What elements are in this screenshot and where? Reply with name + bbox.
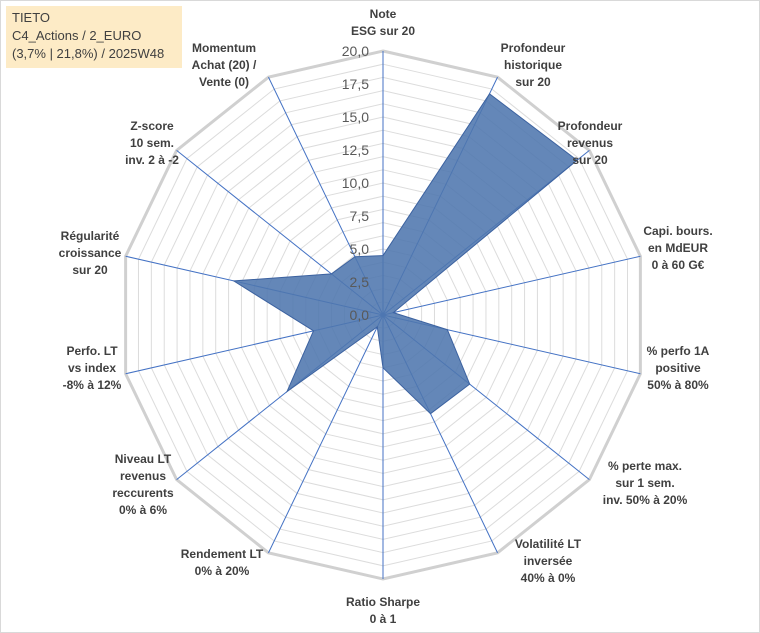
radar-grid bbox=[124, 49, 642, 581]
tick-label: 0,0 bbox=[350, 307, 370, 323]
title-line-3: (3,7% | 21,8%) / 2025W48 bbox=[12, 46, 165, 61]
chart-title-box: TIETO C4_Actions / 2_EURO (3,7% | 21,8%)… bbox=[6, 6, 182, 68]
tick-label: 2,5 bbox=[350, 274, 370, 290]
data-area bbox=[232, 93, 578, 415]
tick-label: 15,0 bbox=[342, 109, 369, 125]
category-label: Profondeur historique sur 20 bbox=[501, 41, 566, 89]
spoke-line bbox=[382, 255, 641, 316]
category-label: % perfo 1A positive 50% à 80% bbox=[647, 344, 710, 392]
title-line-2: C4_Actions / 2_EURO bbox=[12, 28, 142, 43]
tick-label: 20,0 bbox=[342, 43, 369, 59]
tick-label: 5,0 bbox=[350, 241, 370, 257]
spoke-line bbox=[268, 314, 384, 554]
category-label: Niveau LT revenus reccurents 0% à 6% bbox=[112, 452, 174, 517]
category-label: Note ESG sur 20 bbox=[351, 7, 415, 38]
category-label: Z-score 10 sem. inv. 2 à -2 bbox=[125, 119, 179, 167]
tick-label: 17,5 bbox=[342, 76, 369, 92]
category-label: Momentum Achat (20) / Vente (0) bbox=[192, 41, 257, 89]
radial-tick-labels: 0,0 2,5 5,0 7,5 10,0 12,5 15,0 17,5 20,0 bbox=[342, 43, 369, 323]
title-line-1: TIETO bbox=[12, 10, 51, 25]
category-label: Régularité croissance sur 20 bbox=[59, 229, 122, 277]
tick-label: 12,5 bbox=[342, 142, 369, 158]
category-label: Capi. bours. en MdEUR 0 à 60 G€ bbox=[643, 224, 712, 272]
tick-label: 10,0 bbox=[342, 175, 369, 191]
category-label: Volatilité LT inversée 40% à 0% bbox=[515, 537, 582, 585]
category-label: Ratio Sharpe 0 à 1 bbox=[346, 595, 420, 626]
category-label: Perfo. LT vs index -8% à 12% bbox=[63, 344, 122, 392]
category-label: Rendement LT 0% à 20% bbox=[181, 547, 264, 578]
radar-series bbox=[232, 93, 578, 415]
tick-label: 7,5 bbox=[350, 208, 370, 224]
category-labels: Note ESG sur 20 Profondeur historique sur 20… bbox=[59, 7, 713, 626]
category-label: % perte max. sur 1 sem. inv. 50% à 20% bbox=[603, 459, 688, 507]
category-label: Profondeur revenus sur 20 bbox=[558, 119, 623, 167]
